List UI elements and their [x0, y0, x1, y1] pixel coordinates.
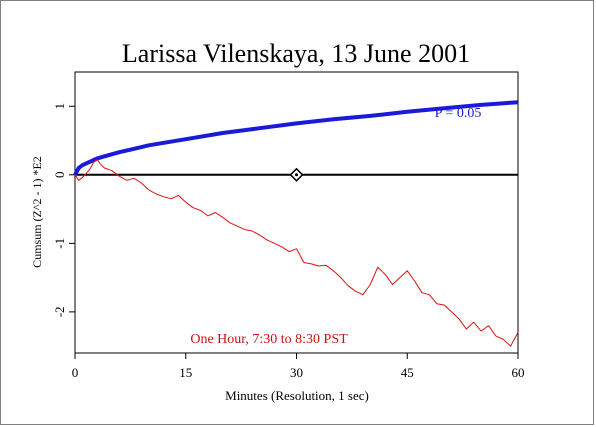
- y-tick-label: -1: [52, 238, 67, 249]
- x-tick-label: 45: [401, 365, 414, 380]
- x-tick-label: 15: [179, 365, 192, 380]
- x-tick-label: 0: [72, 365, 79, 380]
- y-axis-label: Cumsum (Z^2 - 1) *E2: [30, 156, 44, 268]
- chart-title: Larissa Vilenskaya, 13 June 2001: [122, 39, 470, 68]
- y-tick-label: 1: [52, 103, 67, 110]
- x-axis-label: Minutes (Resolution, 1 sec): [225, 388, 369, 403]
- cumulative-deviation-line: [74, 159, 519, 347]
- midpoint-dot: [295, 173, 298, 177]
- x-tick-label: 30: [290, 365, 303, 380]
- p05-envelope-line: [73, 100, 519, 176]
- session-label: One Hour, 7:30 to 8:30 PST: [190, 332, 348, 347]
- y-tick-label: -2: [52, 306, 67, 317]
- x-tick-label: 60: [512, 365, 525, 380]
- p-value-label: P = 0.05: [435, 106, 482, 121]
- y-tick-label: 0: [52, 172, 67, 179]
